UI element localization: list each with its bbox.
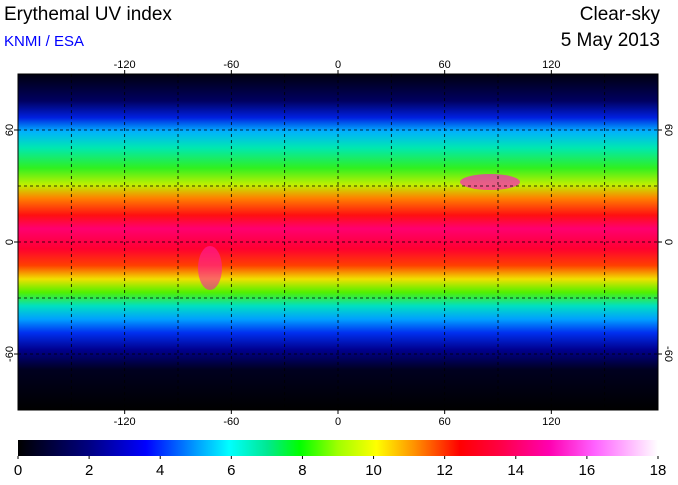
lon-tick-label: -60 [223, 59, 239, 71]
title: Erythemal UV index [4, 4, 172, 25]
colorbar-tick-label: 16 [579, 462, 596, 479]
lon-tick-label: -120 [114, 59, 136, 71]
lon-tick-label: -120 [114, 416, 136, 428]
colorbar-tick-label: 6 [227, 462, 235, 479]
colorbar-tick-label: 0 [14, 462, 22, 479]
colorbar-tick-label: 14 [507, 462, 524, 479]
lon-tick-label: 120 [542, 416, 560, 428]
date: 5 May 2013 [561, 30, 660, 51]
high-uv-area [460, 174, 520, 190]
colorbar-tick-label: 4 [156, 462, 164, 479]
lat-tick-label: 60 [662, 124, 674, 136]
colorbar-tick-label: 8 [298, 462, 306, 479]
credit: KNMI / ESA [4, 33, 84, 50]
lon-tick-label: -60 [223, 416, 239, 428]
lat-tick-label: 0 [662, 239, 674, 245]
lon-tick-label: 60 [439, 59, 451, 71]
lat-tick-label: -60 [4, 346, 16, 362]
lon-tick-label: 0 [335, 416, 341, 428]
lon-tick-label: 120 [542, 59, 560, 71]
colorbar [18, 440, 658, 456]
graticule [18, 74, 658, 410]
colorbar-tick-label: 10 [365, 462, 382, 479]
lat-tick-label: -60 [662, 346, 674, 362]
lat-tick-label: 60 [4, 124, 16, 136]
colorbar-tick-label: 2 [85, 462, 93, 479]
lon-tick-label: 0 [335, 59, 341, 71]
colorbar-tick-label: 18 [650, 462, 667, 479]
lon-tick-label: 60 [439, 416, 451, 428]
high-uv-area [198, 246, 222, 290]
lat-tick-label: 0 [4, 239, 16, 245]
mode: Clear-sky [580, 4, 661, 25]
colorbar-tick-label: 12 [436, 462, 453, 479]
